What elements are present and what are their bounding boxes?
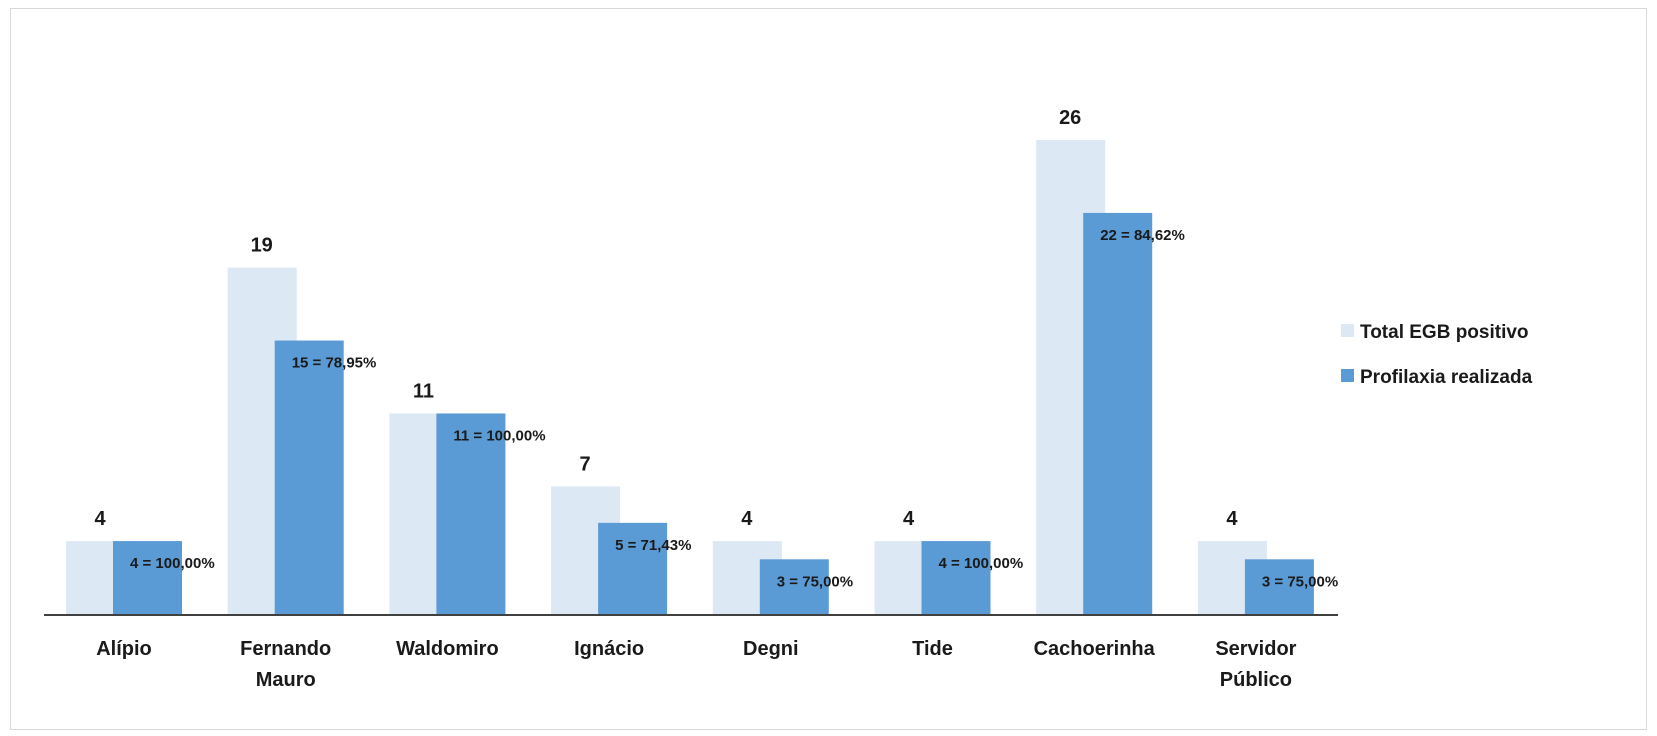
data-label-total: 19 [251, 235, 273, 257]
category-label: Ignácio [574, 638, 644, 660]
legend-label: Profilaxia realizada [1360, 367, 1533, 388]
data-label-total: 4 [1226, 508, 1238, 530]
bar-profilaxia-realizada [1083, 212, 1153, 614]
data-label-total: 4 [94, 508, 106, 530]
data-label-profilaxia: 4 = 100,00% [130, 555, 215, 572]
category-label: Público [1220, 669, 1292, 691]
data-label-profilaxia: 11 = 100,00% [453, 427, 545, 444]
category-label: Waldomiro [396, 638, 499, 660]
data-label-total: 11 [413, 380, 434, 402]
bar-profilaxia-realizada [436, 413, 506, 614]
bar-profilaxia-realizada [759, 559, 829, 614]
data-label-total: 4 [903, 508, 915, 530]
data-label-profilaxia: 3 = 75,00% [1262, 573, 1338, 590]
category-label: Cachoerinha [1034, 638, 1156, 660]
category-label: Fernando [240, 638, 331, 660]
bar-profilaxia-realizada [598, 522, 668, 614]
legend-swatch [1341, 369, 1354, 382]
bar-profilaxia-realizada [113, 541, 182, 614]
data-label-profilaxia: 5 = 71,43% [615, 537, 691, 554]
data-label-total: 7 [580, 453, 591, 475]
category-label: Tide [912, 638, 953, 660]
bar-profilaxia-realizada [921, 541, 991, 614]
data-label-total: 26 [1059, 107, 1081, 129]
data-label-total: 4 [741, 508, 753, 530]
category-label: Degni [743, 638, 799, 660]
legend-label: Total EGB positivo [1360, 322, 1529, 343]
category-label: Mauro [256, 669, 316, 691]
bar-profilaxia-realizada [1244, 559, 1314, 614]
data-label-profilaxia: 4 = 100,00% [939, 555, 1024, 572]
legend-swatch [1341, 324, 1354, 337]
bar-profilaxia-realizada [274, 340, 344, 614]
category-label: Servidor [1215, 638, 1296, 660]
data-label-profilaxia: 15 = 78,95% [292, 355, 377, 372]
data-label-profilaxia: 3 = 75,00% [777, 573, 853, 590]
data-label-profilaxia: 22 = 84,62% [1100, 227, 1185, 244]
category-label: Alípio [96, 638, 152, 660]
